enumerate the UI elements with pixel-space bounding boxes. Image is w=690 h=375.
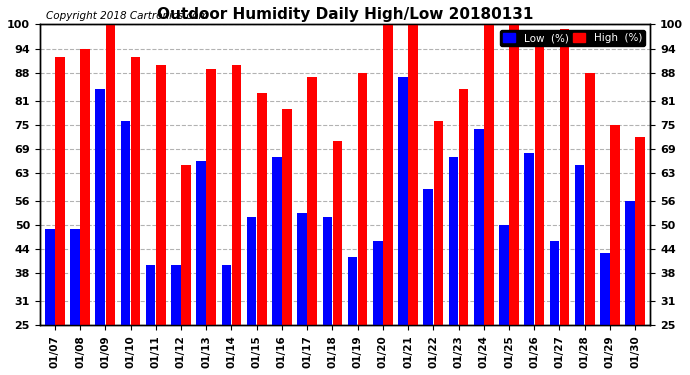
Bar (257, 93, 266, 326)
Bar (333, 141, 342, 326)
Text: Copyright 2018 Cartronics.com: Copyright 2018 Cartronics.com (46, 12, 208, 21)
Bar (121, 121, 130, 326)
Bar (484, 24, 493, 326)
Bar (70, 229, 80, 326)
Bar (156, 64, 166, 326)
Bar (247, 217, 257, 326)
Bar (433, 121, 443, 326)
Bar (358, 73, 368, 326)
Bar (575, 165, 584, 326)
Bar (80, 49, 90, 326)
Bar (348, 257, 357, 326)
Bar (232, 64, 241, 326)
Bar (221, 265, 231, 326)
Bar (560, 28, 569, 326)
Bar (45, 229, 55, 326)
Title: Outdoor Humidity Daily High/Low 20180131: Outdoor Humidity Daily High/Low 20180131 (157, 7, 533, 22)
Bar (535, 40, 544, 326)
Legend: Low  (%), High  (%): Low (%), High (%) (500, 30, 645, 46)
Bar (635, 137, 645, 326)
Bar (146, 265, 155, 326)
Bar (585, 73, 595, 326)
Bar (474, 129, 484, 326)
Bar (131, 57, 140, 326)
Bar (550, 241, 559, 326)
Bar (373, 241, 382, 326)
Bar (171, 265, 181, 326)
Bar (524, 153, 534, 326)
Bar (206, 69, 216, 326)
Bar (322, 217, 332, 326)
Bar (499, 225, 509, 326)
Bar (424, 189, 433, 326)
Bar (459, 89, 469, 326)
Bar (197, 161, 206, 326)
Bar (272, 157, 282, 326)
Bar (408, 24, 418, 326)
Bar (448, 157, 458, 326)
Bar (297, 213, 307, 326)
Bar (55, 57, 65, 326)
Bar (95, 89, 105, 326)
Bar (610, 125, 620, 326)
Bar (398, 76, 408, 326)
Bar (509, 24, 519, 326)
Bar (625, 201, 635, 326)
Bar (106, 24, 115, 326)
Bar (181, 165, 191, 326)
Bar (308, 76, 317, 326)
Bar (600, 253, 610, 326)
Bar (383, 24, 393, 326)
Bar (282, 109, 292, 326)
